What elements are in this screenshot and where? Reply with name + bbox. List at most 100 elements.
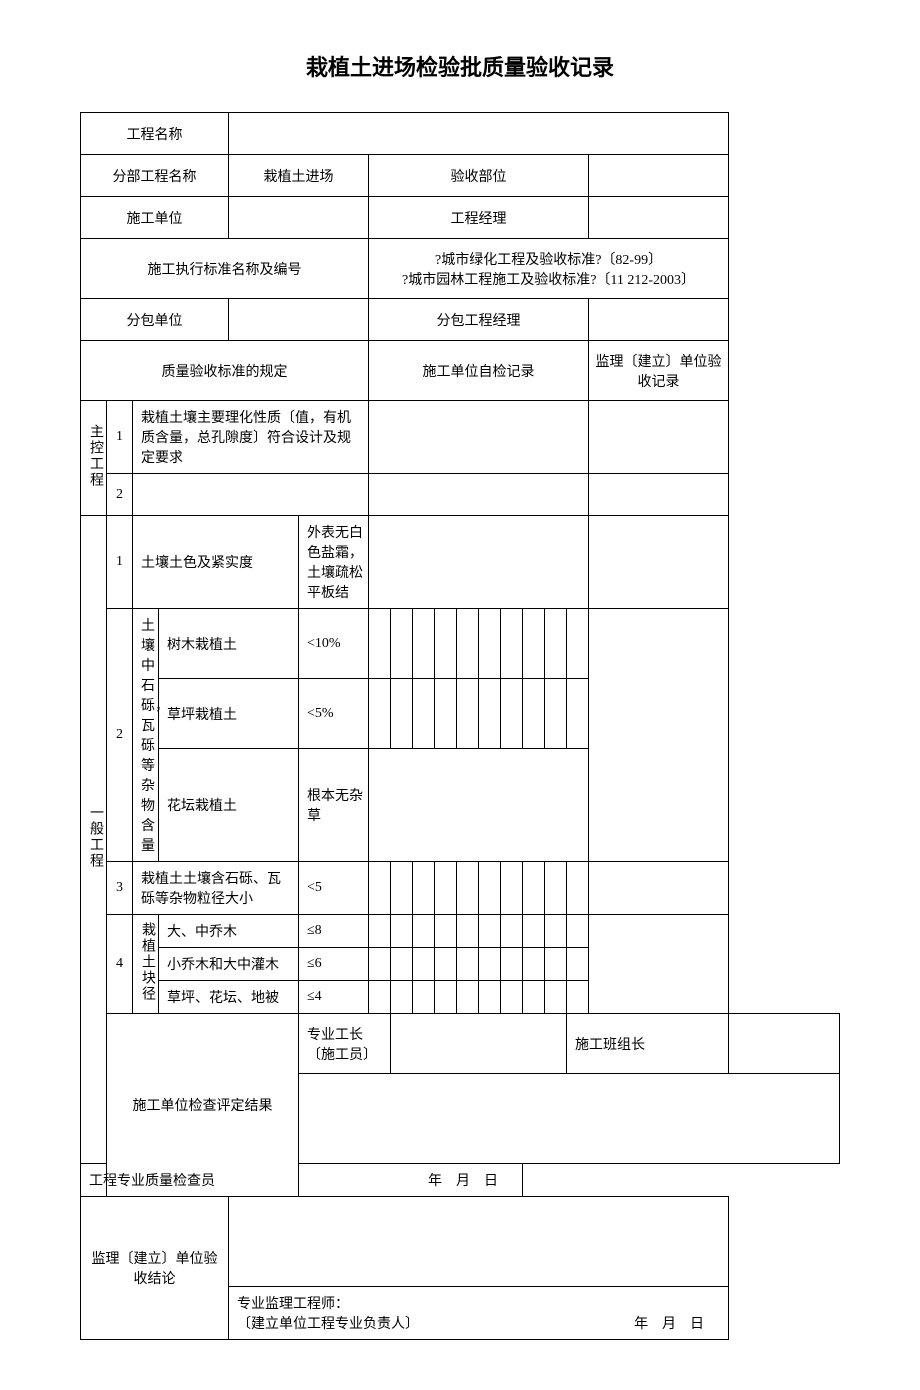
grid-cell [391,981,413,1014]
g4b-label: 小乔木和大中灌木 [159,948,299,981]
g1-sup [589,516,729,609]
g2-no: 2 [107,609,133,862]
grid-cell [457,981,479,1014]
grid-cell [457,862,479,915]
supervisor-engineer-text: 专业监理工程师： 〔建立单位工程专业负责人〕 [237,1297,419,1332]
g1-value: 外表无白色盐霜，土壤疏松平板结 [299,516,369,609]
g4c-label: 草坪、花坛、地被 [159,981,299,1014]
col-self-check: 施工单位自检记录 [369,341,589,401]
grid-cell [413,948,435,981]
grid-cell [479,609,501,679]
document-title: 栽植土进场检验批质量验收记录 [80,50,840,82]
grid-cell [545,862,567,915]
date-2: 年 月 日 [634,1313,724,1333]
mc-1-text: 栽植土壤主要理化性质〔值，有机质含量，总孔隙度〕符合设计及规定要求 [133,401,369,474]
grid-cell [523,609,545,679]
grid-cell [435,862,457,915]
grid-cell [435,981,457,1014]
grid-cell [457,915,479,948]
value-sub-mgr [589,299,729,341]
grid-cell [413,679,435,749]
grid-cell [413,915,435,948]
col-quality-std: 质量验收标准的规定 [81,341,369,401]
grid-cell [457,679,479,749]
label-sub-project: 分部工程名称 [81,155,229,197]
label-subcontract: 分包单位 [81,299,229,341]
mc-2-text [133,474,369,516]
g2b-label: 草坪栽植土 [159,679,299,749]
supervisor-blank [229,1197,729,1287]
date-1: 年 月 日 [428,1170,518,1190]
grid-cell [523,915,545,948]
grid-cell [523,679,545,749]
g4a-val: ≤8 [299,915,369,948]
g4a-label: 大、中乔木 [159,915,299,948]
grid-cell [369,948,391,981]
value-constructor [229,197,369,239]
mc-2-sup [589,474,729,516]
mc-1-sup [589,401,729,474]
g2c-check [369,749,589,862]
grid-cell [567,915,589,948]
label-constructor: 施工单位 [81,197,229,239]
label-accept-part: 验收部位 [369,155,589,197]
grid-cell [567,679,589,749]
label-supervisor-engineer: 专业监理工程师： 〔建立单位工程专业负责人〕 年 月 日 [229,1287,729,1340]
mc-2-check [369,474,589,516]
grid-cell [479,862,501,915]
grid-cell [369,981,391,1014]
grid-cell [545,948,567,981]
grid-cell [413,981,435,1014]
g3-label: 栽植土土壤含石砾、瓦砾等杂物粒径大小 [133,862,299,915]
value-team-leader [729,1014,840,1074]
grid-cell [479,679,501,749]
g2-sup [589,609,729,862]
value-accept-part [589,155,729,197]
grid-cell [567,862,589,915]
grid-cell [501,679,523,749]
g3-sup [589,862,729,915]
grid-cell [501,862,523,915]
grid-cell [567,981,589,1014]
label-project-mgr: 工程经理 [369,197,589,239]
grid-cell [391,609,413,679]
grid-cell [479,981,501,1014]
grid-cell [545,981,567,1014]
value-project-name [229,113,729,155]
value-subcontract [229,299,369,341]
value-foreman [391,1014,567,1074]
grid-cell [479,948,501,981]
grid-cell [545,679,567,749]
g3-val: <5 [299,862,369,915]
col-supervisor: 监理〔建立〕单位验收记录 [589,341,729,401]
value-sub-project: 栽植土进场 [229,155,369,197]
mc-2-no: 2 [107,474,133,516]
grid-cell [435,915,457,948]
g4-sup [589,915,729,1014]
label-team-leader: 施工班组长 [567,1014,729,1074]
inspection-table: 工程名称 分部工程名称 栽植土进场 验收部位 施工单位 工程经理 施工执行标准名… [80,112,840,1340]
grid-cell [413,609,435,679]
grid-cell [523,981,545,1014]
grid-cell [501,948,523,981]
grid-cell [567,609,589,679]
grid-cell [391,948,413,981]
label-sub-mgr: 分包工程经理 [369,299,589,341]
g4b-val: ≤6 [299,948,369,981]
grid-cell [545,609,567,679]
label-exec-std: 施工执行标准名称及编号 [81,239,369,299]
grid-cell [501,981,523,1014]
quality-checker-text: 工程专业质量检查员 [89,1174,215,1189]
g4-group: 栽植土块径 [133,915,159,1014]
g2c-label: 花坛栽植土 [159,749,299,862]
g4-no: 4 [107,915,133,1014]
grid-cell [567,948,589,981]
g2-group: 土壤中石砾，瓦砾等杂物含量 [133,609,159,862]
grid-cell [457,948,479,981]
grid-cell [523,862,545,915]
grid-cell [435,948,457,981]
value-project-mgr [589,197,729,239]
grid-cell [369,862,391,915]
grid-cell [369,609,391,679]
label-project-name: 工程名称 [81,113,229,155]
